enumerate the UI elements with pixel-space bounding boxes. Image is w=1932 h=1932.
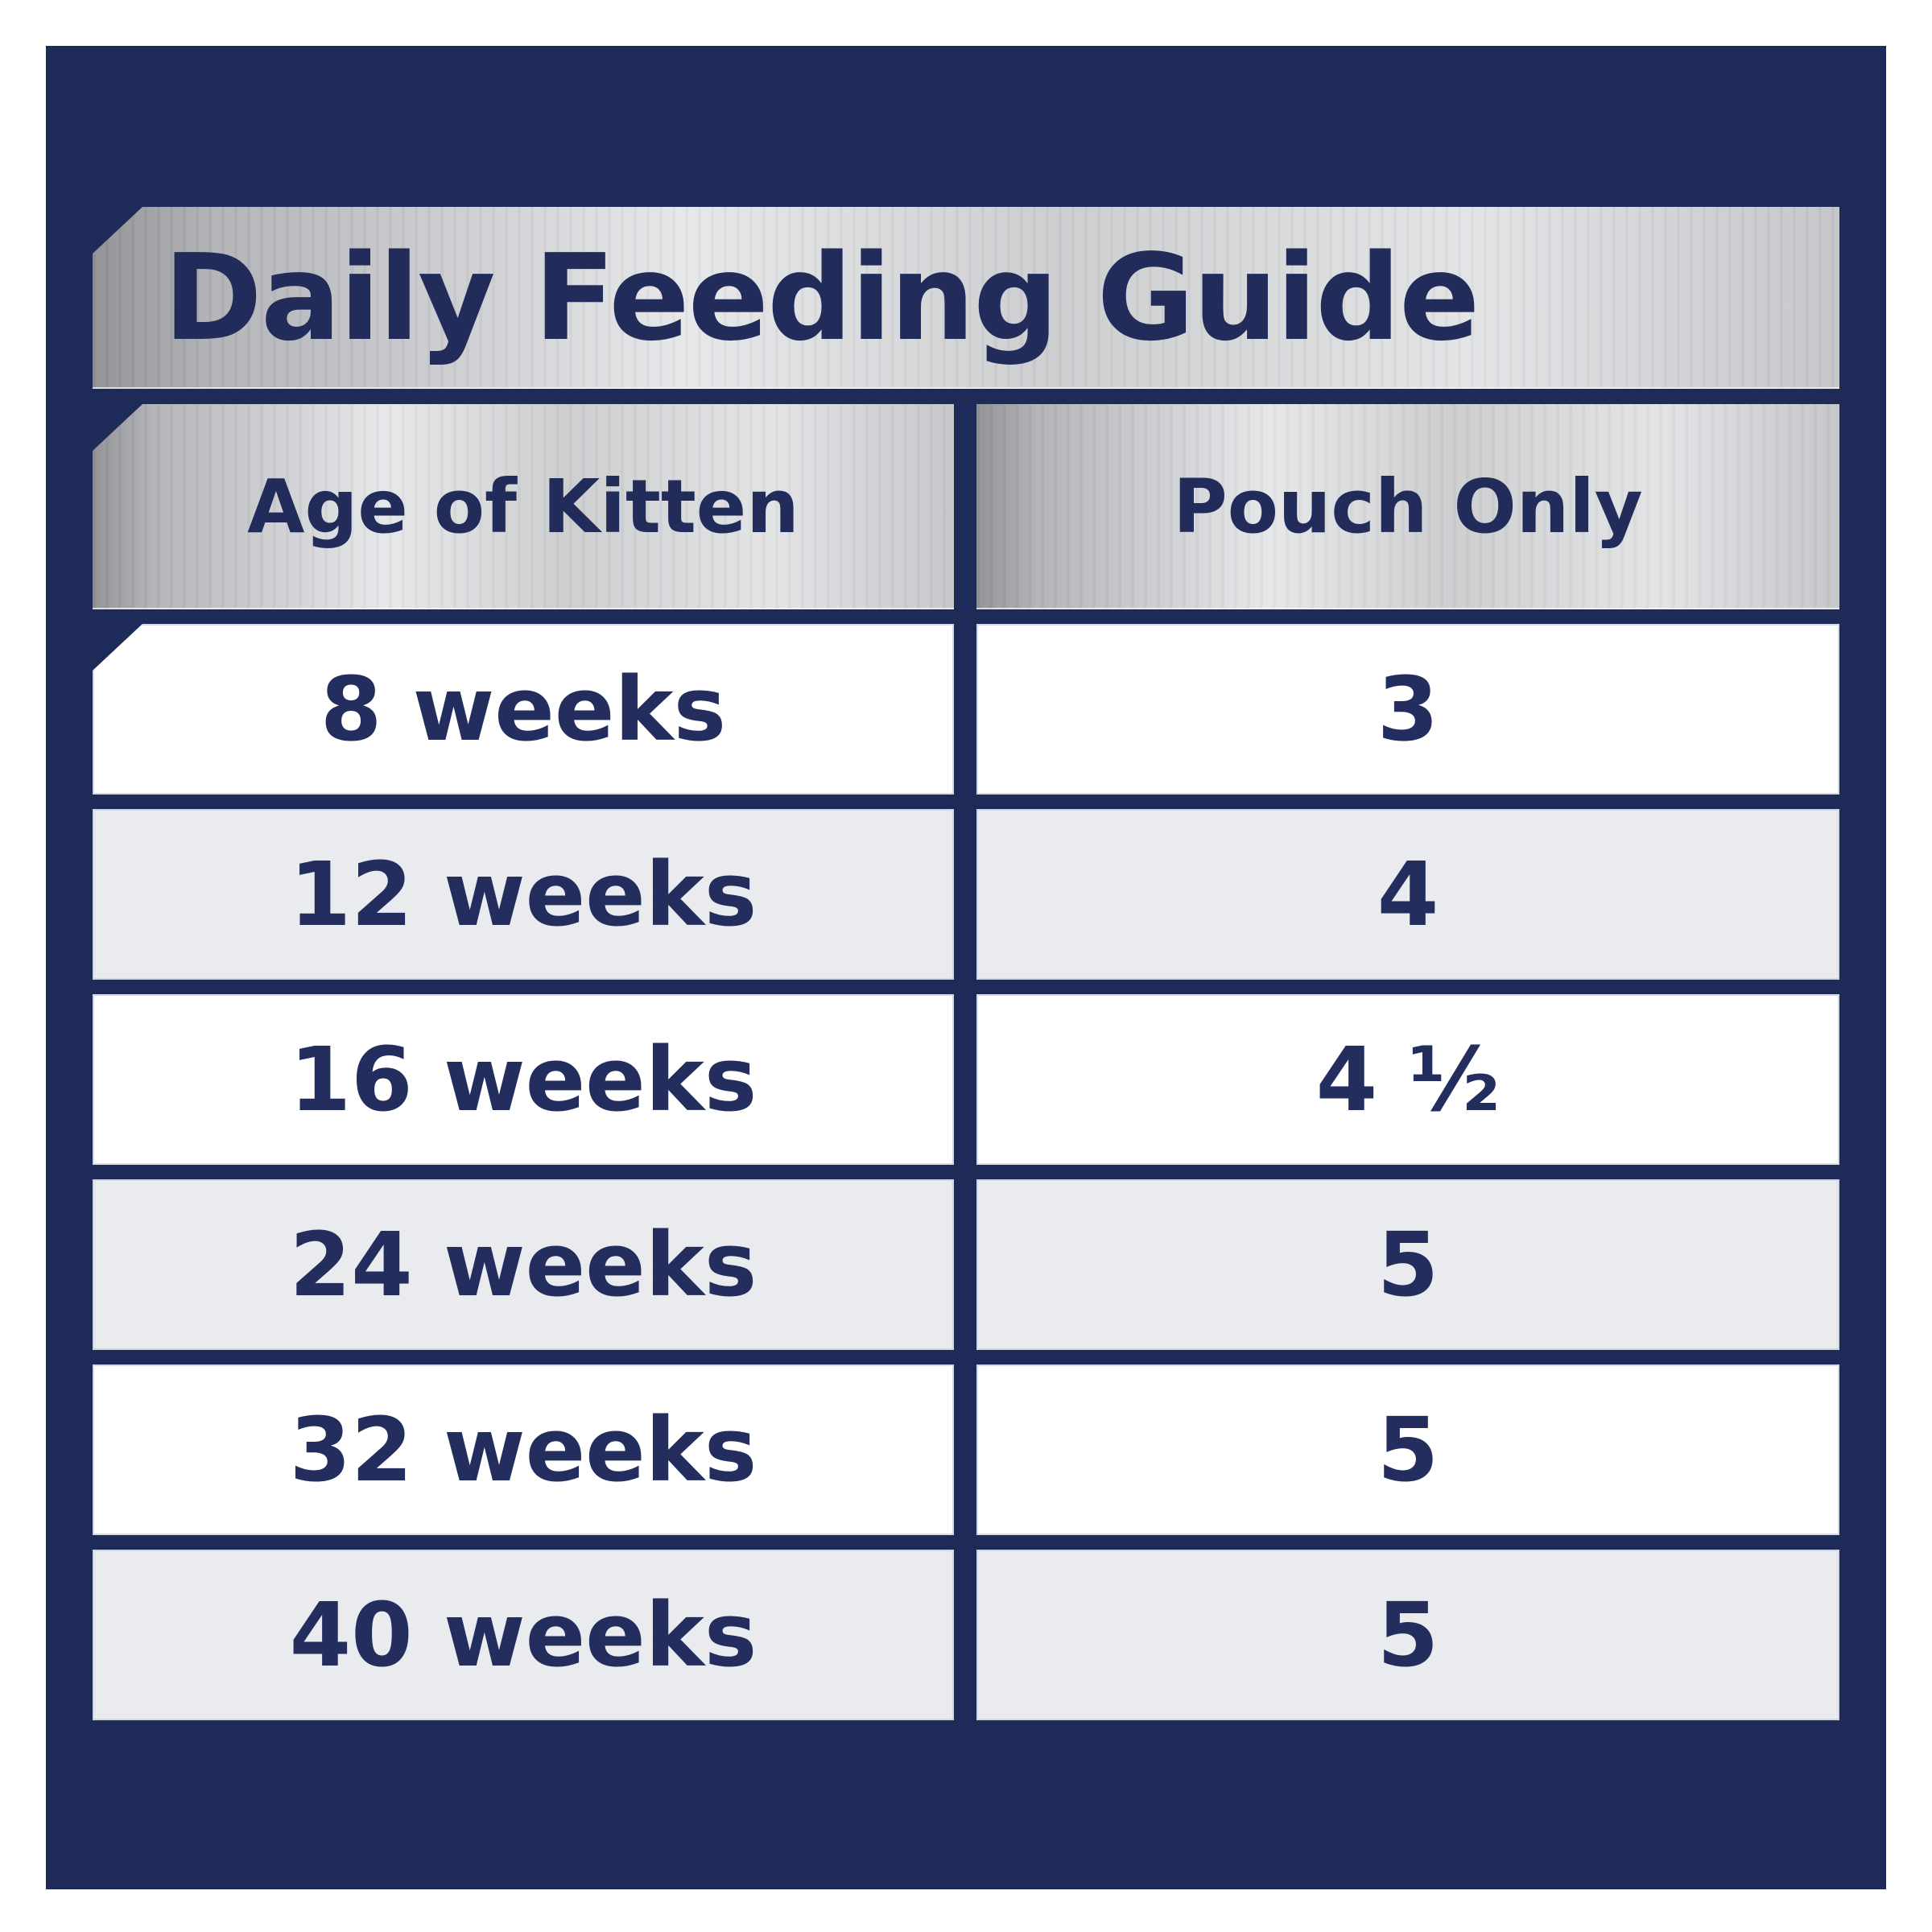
table-row: 16 weeks 4 ½ [93,994,1839,1165]
pouch-cell: 5 [976,1550,1839,1720]
age-cell: 32 weeks [93,1364,954,1535]
age-value: 16 weeks [289,1028,758,1131]
age-cell: 12 weeks [93,809,954,980]
age-value: 8 weeks [320,658,727,761]
age-cell: 16 weeks [93,994,954,1165]
pouch-value: 5 [1377,1213,1439,1316]
pouch-cell: 3 [976,624,1839,795]
table-row: 32 weeks 5 [93,1364,1839,1535]
table-row: 12 weeks 4 [93,809,1839,980]
age-value: 24 weeks [289,1213,758,1316]
column-header-age: Age of Kitten [93,404,954,609]
age-cell: 8 weeks [93,624,954,795]
navy-panel: Daily Feeding Guide Age of Kitten Pouch … [46,46,1886,1889]
column-header-pouch: Pouch Only [976,404,1839,609]
age-cell: 40 weeks [93,1550,954,1720]
column-header-age-label: Age of Kitten [247,464,799,550]
table-row: 24 weeks 5 [93,1179,1839,1350]
pouch-value: 5 [1377,1398,1439,1501]
pouch-value: 4 ½ [1315,1028,1501,1131]
table-row: 8 weeks 3 [93,624,1839,795]
pouch-value: 3 [1377,658,1439,761]
title-banner: Daily Feeding Guide [93,207,1839,389]
pouch-cell: 5 [976,1364,1839,1535]
pouch-value: 5 [1377,1583,1439,1686]
column-header-pouch-label: Pouch Only [1173,464,1643,550]
feeding-table: Daily Feeding Guide Age of Kitten Pouch … [93,207,1839,1720]
table-row: 40 weeks 5 [93,1550,1839,1720]
age-cell: 24 weeks [93,1179,954,1350]
pouch-cell: 4 [976,809,1839,980]
pouch-cell: 4 ½ [976,994,1839,1165]
page-title: Daily Feeding Guide [163,229,1480,367]
age-value: 12 weeks [289,843,758,946]
age-value: 32 weeks [289,1398,758,1501]
table-header-row: Age of Kitten Pouch Only [93,404,1839,609]
age-value: 40 weeks [289,1583,758,1686]
pouch-value: 4 [1377,843,1439,946]
pouch-cell: 5 [976,1179,1839,1350]
